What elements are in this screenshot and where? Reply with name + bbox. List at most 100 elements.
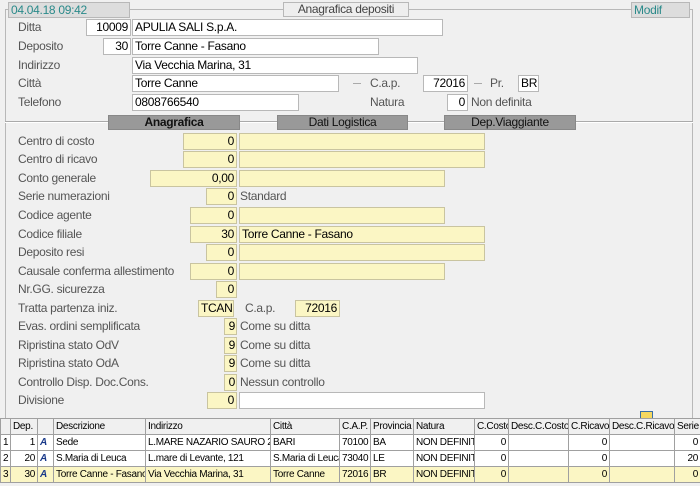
column-header[interactable]: Indirizzo xyxy=(145,418,271,435)
tratta-input[interactable]: TCAN xyxy=(198,300,234,317)
table-cell: 20 xyxy=(10,450,38,467)
odv-label: Ripristina stato OdV xyxy=(18,338,119,352)
natura-label: Natura xyxy=(370,95,405,109)
column-header[interactable]: Dep. xyxy=(10,418,38,435)
centro-ricavo-desc[interactable] xyxy=(239,151,485,168)
column-header[interactable] xyxy=(0,418,11,435)
table-cell: 0 xyxy=(474,466,509,483)
column-header[interactable]: C.Ricavo xyxy=(568,418,610,435)
table-cell xyxy=(508,466,569,483)
divisione-input[interactable]: 0 xyxy=(207,392,237,409)
table-cell xyxy=(609,434,675,451)
oda-label: Ripristina stato OdA xyxy=(18,356,119,370)
gg-label: Nr.GG. sicurezza xyxy=(18,282,105,296)
tab-dep-viaggiante[interactable]: Dep.Viaggiante xyxy=(444,115,576,130)
resi-desc[interactable] xyxy=(239,244,485,261)
ditta-name[interactable]: APULIA SALI S.p.A. xyxy=(132,19,443,36)
deposito-code[interactable]: 30 xyxy=(103,38,131,55)
filiale-input[interactable]: 30 xyxy=(190,226,237,243)
controllo-input[interactable]: 0 xyxy=(224,374,237,391)
centro-costo-desc[interactable] xyxy=(239,133,485,150)
resi-label: Deposito resi xyxy=(18,245,85,259)
column-header[interactable]: Natura xyxy=(413,418,475,435)
table-cell: 0 xyxy=(568,450,610,467)
tab-dati-logistica[interactable]: Dati Logistica xyxy=(277,115,408,130)
table-cell: 3 xyxy=(0,466,11,483)
resi-input[interactable]: 0 xyxy=(206,244,237,261)
table-cell: 0 xyxy=(568,466,610,483)
table-cell: 1 xyxy=(10,434,38,451)
column-header[interactable]: Descrizione xyxy=(53,418,146,435)
controllo-desc: Nessun controllo xyxy=(240,375,325,389)
column-header[interactable]: C.Costo xyxy=(474,418,509,435)
column-header[interactable]: Provincia xyxy=(370,418,414,435)
causale-input[interactable]: 0 xyxy=(190,263,237,280)
serie-label: Serie numerazioni xyxy=(18,189,110,203)
conto-generale-desc[interactable] xyxy=(239,170,445,187)
filiale-label: Codice filiale xyxy=(18,227,82,241)
conto-generale-input[interactable]: 0,00 xyxy=(150,170,237,187)
table-cell xyxy=(508,450,569,467)
column-header[interactable]: Desc.C.Costo xyxy=(508,418,569,435)
centro-ricavo-input[interactable]: 0 xyxy=(183,151,237,168)
tab-anagrafica[interactable]: Anagrafica xyxy=(108,115,240,130)
table-cell: 2 xyxy=(0,450,11,467)
table-cell: 0 xyxy=(674,434,700,451)
agente-desc[interactable] xyxy=(239,207,445,224)
table-cell: NON DEFINITA xyxy=(413,434,475,451)
gg-input[interactable]: 0 xyxy=(216,281,237,298)
table-cell: 1 xyxy=(0,434,11,451)
citta-label: Città xyxy=(18,76,42,90)
indirizzo-label: Indirizzo xyxy=(18,58,60,72)
table-cell: Via Vecchia Marina, 31 xyxy=(145,466,271,483)
odv-input[interactable]: 9 xyxy=(224,337,237,354)
cap-label: C.a.p. xyxy=(370,76,401,90)
table-row[interactable]: 1 1 A Sede L.MARE NAZARIO SAURO 211 BARI 70100… xyxy=(0,434,700,451)
column-header[interactable]: C.A.P. xyxy=(339,418,371,435)
centro-costo-input[interactable]: 0 xyxy=(183,133,237,150)
telefono-input[interactable]: 0808766540 xyxy=(132,94,299,111)
table-row[interactable]: 2 20 A S.Maria di Leuca L.mare di Levante, 1… xyxy=(0,450,700,467)
window-title: Anagrafica depositi xyxy=(283,2,409,17)
serie-input[interactable]: 0 xyxy=(206,188,237,205)
deposito-name[interactable]: Torre Canne - Fasano xyxy=(132,38,379,55)
controllo-label: Controllo Disp. Doc.Cons. xyxy=(18,375,149,389)
centro-ricavo-label: Centro di ricavo xyxy=(18,152,98,166)
edit-icon: A xyxy=(37,450,54,467)
oda-input[interactable]: 9 xyxy=(224,355,237,372)
provincia-input[interactable]: BR xyxy=(518,75,539,92)
table-cell: BR xyxy=(370,466,414,483)
cap-input[interactable]: 72016 xyxy=(423,75,468,92)
filiale-desc[interactable]: Torre Canne - Fasano xyxy=(239,226,485,243)
table-cell xyxy=(609,466,675,483)
column-header[interactable]: Città xyxy=(270,418,340,435)
table-cell: L.MARE NAZARIO SAURO 211 xyxy=(145,434,271,451)
dash xyxy=(474,83,482,84)
deposito-label: Deposito xyxy=(18,39,63,53)
natura-input[interactable]: 0 xyxy=(447,94,468,111)
column-header[interactable]: Desc.C.Ricavo xyxy=(609,418,675,435)
indirizzo-input[interactable]: Via Vecchia Marina, 31 xyxy=(132,57,418,74)
evas-desc: Come su ditta xyxy=(240,319,311,333)
column-header[interactable]: Serie xyxy=(674,418,700,435)
causale-desc[interactable] xyxy=(239,263,445,280)
table-row[interactable]: 3 30 A Torre Canne - Fasano Via Vecchia Mari… xyxy=(0,466,700,483)
table-cell: 72016 xyxy=(339,466,371,483)
provincia-label: Pr. xyxy=(490,76,504,90)
divisione-desc[interactable] xyxy=(239,392,485,409)
table-cell: Torre Canne - Fasano xyxy=(53,466,146,483)
tratta-cap-label: C.a.p. xyxy=(245,301,276,315)
tratta-cap-input[interactable]: 72016 xyxy=(295,300,340,317)
datetime: 04.04.18 09:42 xyxy=(8,2,130,18)
table-cell: 0 xyxy=(568,434,610,451)
citta-input[interactable]: Torre Canne xyxy=(132,75,339,92)
ditta-code[interactable]: 10009 xyxy=(86,19,131,36)
table-cell: NON DEFINITA xyxy=(413,466,475,483)
evas-input[interactable]: 9 xyxy=(224,318,237,335)
table-cell: LE xyxy=(370,450,414,467)
evas-label: Evas. ordini semplificata xyxy=(18,319,140,333)
dash xyxy=(353,83,361,84)
odv-desc: Come su ditta xyxy=(240,338,311,352)
agente-input[interactable]: 0 xyxy=(190,207,237,224)
column-header[interactable] xyxy=(37,418,54,435)
